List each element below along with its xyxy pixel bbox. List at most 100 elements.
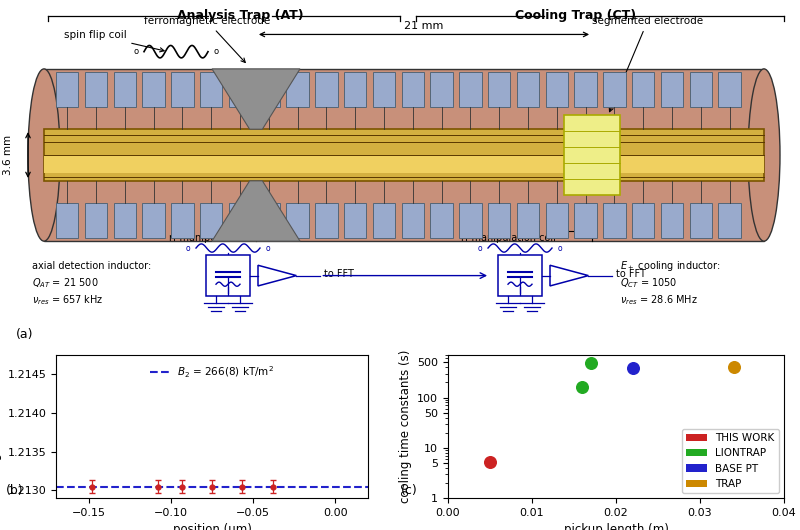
Bar <box>315 203 338 237</box>
Bar <box>632 72 654 107</box>
Bar <box>718 72 741 107</box>
Text: 21 mm: 21 mm <box>404 21 444 31</box>
Bar <box>114 203 136 237</box>
Bar <box>373 72 395 107</box>
Polygon shape <box>550 265 589 286</box>
Bar <box>44 69 764 241</box>
Bar <box>171 72 194 107</box>
Legend: $B_2$ = 266(8) kT/m$^2$: $B_2$ = 266(8) kT/m$^2$ <box>146 360 278 384</box>
Bar <box>44 129 764 181</box>
Polygon shape <box>258 265 296 286</box>
Ellipse shape <box>28 69 60 241</box>
$B_2$ = 266(8) kT/m$^2$ <box>363 483 373 490</box>
X-axis label: pickup length (m): pickup length (m) <box>563 524 669 530</box>
Bar <box>56 203 78 237</box>
Text: o: o <box>186 244 190 252</box>
Text: $\nu_{res}$ = 28.6 MHz: $\nu_{res}$ = 28.6 MHz <box>621 293 698 307</box>
Bar <box>44 155 764 173</box>
Ellipse shape <box>748 69 780 241</box>
Text: segmented electrode: segmented electrode <box>592 16 703 112</box>
Y-axis label: cooling time constants (s): cooling time constants (s) <box>398 350 412 504</box>
Bar <box>85 203 107 237</box>
$B_2$ = 266(8) kT/m$^2$ <box>51 483 61 490</box>
Text: $\nu_{res}$ = 657 kHz: $\nu_{res}$ = 657 kHz <box>32 293 103 307</box>
$B_2$ = 266(8) kT/m$^2$ <box>174 483 184 490</box>
Text: rf manipulation coil: rf manipulation coil <box>169 233 263 243</box>
Bar <box>142 72 165 107</box>
$B_2$ = 266(8) kT/m$^2$ <box>248 483 258 490</box>
Legend: THIS WORK, LIONTRAP, BASE PT, TRAP: THIS WORK, LIONTRAP, BASE PT, TRAP <box>682 429 778 493</box>
Bar <box>229 72 251 107</box>
Text: spin flip coil: spin flip coil <box>64 30 164 52</box>
Bar <box>56 72 78 107</box>
Bar <box>258 203 280 237</box>
Text: $Q_{CT}$ = 1050: $Q_{CT}$ = 1050 <box>621 276 678 290</box>
Text: o: o <box>478 244 482 252</box>
Bar <box>690 203 712 237</box>
Bar <box>344 72 366 107</box>
Text: o: o <box>214 47 218 56</box>
Bar <box>402 72 424 107</box>
Polygon shape <box>212 181 300 241</box>
Text: rf manipulation coil: rf manipulation coil <box>461 233 555 243</box>
Bar <box>661 72 683 107</box>
Bar <box>142 203 165 237</box>
Bar <box>498 255 542 296</box>
$B_2$ = 266(8) kT/m$^2$ <box>277 483 286 490</box>
Bar <box>488 203 510 237</box>
Text: o: o <box>134 47 138 56</box>
$B_2$ = 266(8) kT/m$^2$ <box>207 483 217 490</box>
Bar <box>171 203 194 237</box>
Point <box>584 359 597 367</box>
Bar <box>603 203 626 237</box>
Bar <box>690 72 712 107</box>
Bar <box>85 72 107 107</box>
Text: to FFT: to FFT <box>325 269 354 279</box>
Bar <box>564 116 620 195</box>
Bar <box>459 203 482 237</box>
Y-axis label: magnetic field (T): magnetic field (T) <box>0 374 2 479</box>
Bar <box>200 203 222 237</box>
X-axis label: position (μm): position (μm) <box>173 524 251 530</box>
Bar <box>200 72 222 107</box>
Bar <box>229 203 251 237</box>
$B_2$ = 266(8) kT/m$^2$ <box>89 483 98 490</box>
Bar <box>459 72 482 107</box>
Bar <box>632 203 654 237</box>
Bar <box>546 72 568 107</box>
Bar <box>430 203 453 237</box>
Text: Analysis Trap (AT): Analysis Trap (AT) <box>177 8 303 22</box>
Polygon shape <box>212 69 300 129</box>
Point <box>626 364 639 372</box>
Text: axial detection inductor:: axial detection inductor: <box>32 261 151 271</box>
Bar <box>661 203 683 237</box>
Text: o: o <box>266 244 270 252</box>
Bar <box>315 72 338 107</box>
Point <box>483 458 496 466</box>
Bar <box>286 203 309 237</box>
Point <box>727 363 740 371</box>
Bar <box>546 203 568 237</box>
Text: o: o <box>558 244 562 252</box>
Text: (b): (b) <box>6 484 24 497</box>
Point <box>576 383 589 392</box>
Bar <box>344 203 366 237</box>
Bar <box>603 72 626 107</box>
Text: to FFT: to FFT <box>617 269 646 279</box>
Bar <box>517 203 539 237</box>
Bar <box>206 255 250 296</box>
Bar <box>373 203 395 237</box>
Bar <box>402 203 424 237</box>
Bar <box>517 72 539 107</box>
Bar <box>286 72 309 107</box>
Bar <box>430 72 453 107</box>
$B_2$ = 266(8) kT/m$^2$ <box>278 483 288 490</box>
Bar <box>574 203 597 237</box>
Bar <box>114 72 136 107</box>
Text: $Q_{AT}$ = 21 500: $Q_{AT}$ = 21 500 <box>32 276 98 290</box>
Text: ferromagnetic electrode: ferromagnetic electrode <box>144 16 270 63</box>
$B_2$ = 266(8) kT/m$^2$ <box>153 483 162 490</box>
Text: (c): (c) <box>401 484 418 497</box>
Text: 3.6 mm: 3.6 mm <box>3 135 13 175</box>
Text: (a): (a) <box>16 328 34 341</box>
